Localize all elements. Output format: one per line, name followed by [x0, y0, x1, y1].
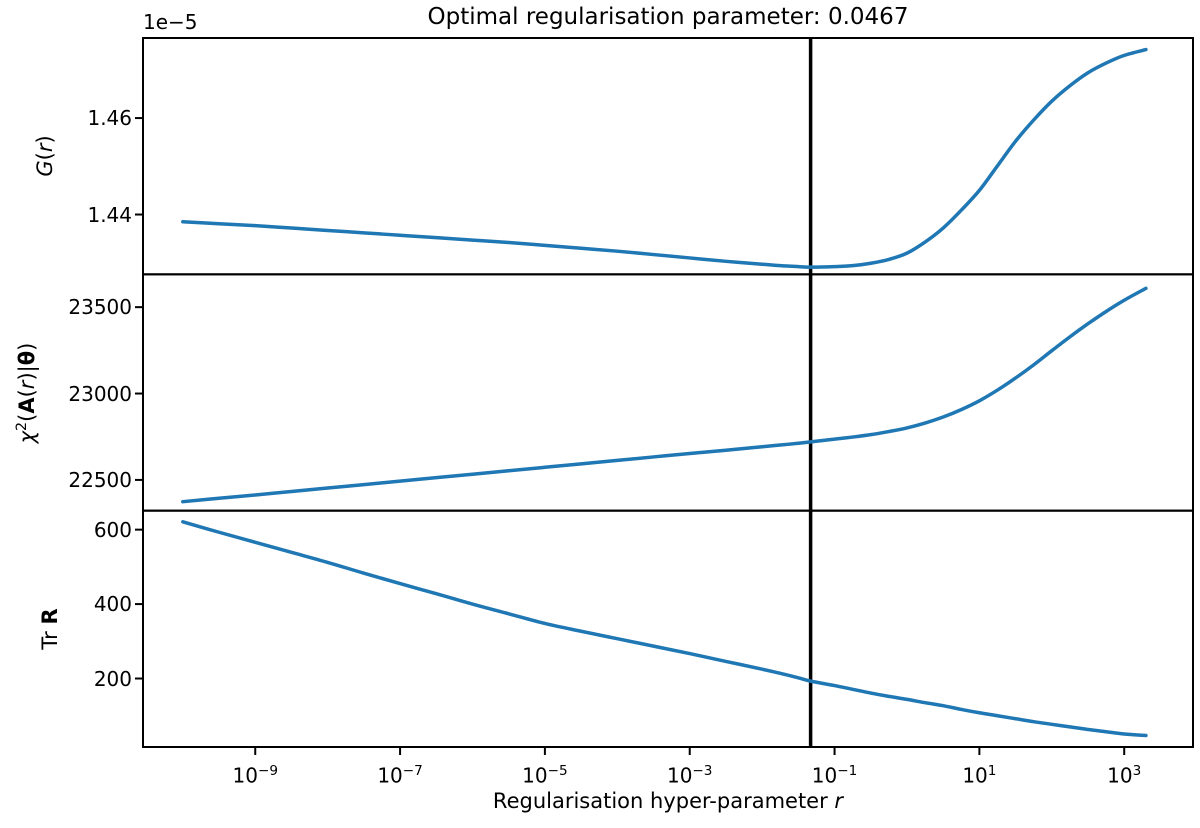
y-tick-label: 23000	[68, 381, 132, 406]
subplot-frame-2	[142, 273, 1194, 512]
x-tick-label: 10−7	[377, 763, 423, 788]
x-tick-label: 101	[962, 763, 997, 788]
x-tick-label: 103	[1107, 763, 1142, 788]
subplot-frame-3	[142, 509, 1194, 748]
x-tick-label: 10−1	[811, 763, 858, 788]
curve-1	[181, 47, 1148, 269]
y-tick-label: 1.46	[87, 106, 132, 131]
curve-2	[181, 286, 1148, 504]
y-axis-label-3: Tr R	[38, 608, 63, 650]
y-tick-label: 400	[93, 592, 132, 617]
y-tick-label: 23500	[68, 295, 132, 320]
y-axis-label-2: χ2(A(r)|θ)	[14, 342, 40, 443]
y-tick-label: 1.44	[87, 202, 132, 227]
x-tick-label: 10−9	[232, 763, 278, 788]
figure-title: Optimal regularisation parameter: 0.0467	[427, 4, 909, 30]
subplot-frame-1	[142, 37, 1194, 276]
x-axis-label: Regularisation hyper-parameter r	[492, 789, 844, 813]
x-tick-label: 10−5	[522, 763, 568, 788]
y-tick-label: 22500	[68, 467, 132, 492]
y-tick-label: 600	[93, 517, 132, 542]
y-axis-offset-text: 1e−5	[143, 10, 198, 34]
y-axis-label-1: G(r)	[33, 135, 58, 177]
curve-3	[181, 520, 1148, 738]
x-tick-label: 10−3	[666, 763, 713, 788]
y-tick-label: 200	[93, 666, 132, 691]
